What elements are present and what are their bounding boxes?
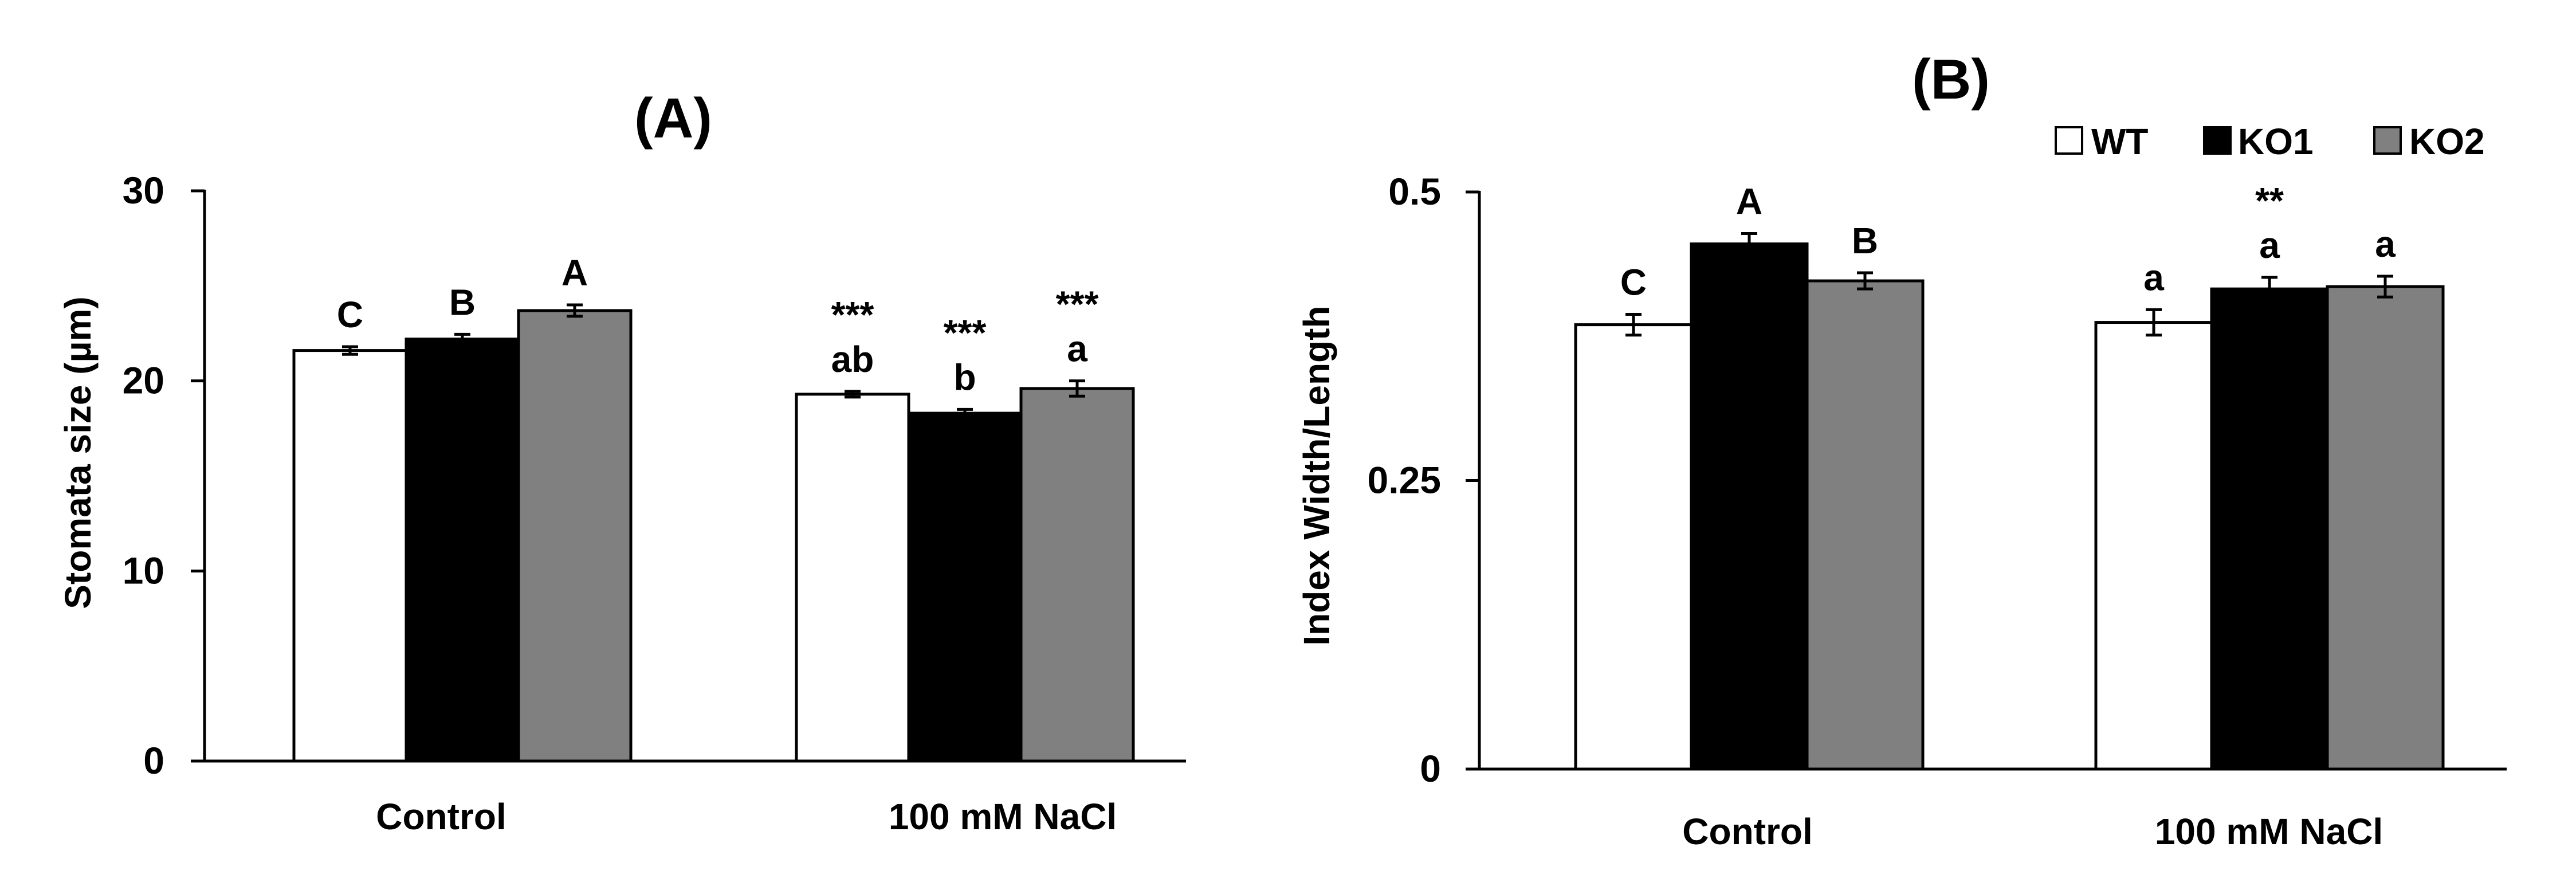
legend-swatch-ko1 [2203,126,2232,155]
legend: WT KO1 KO2 [2055,121,2485,162]
panel-b-bar-ko2-nacl [2326,285,2445,771]
panel-b-error-bar [2261,276,2277,302]
panel-b-bar-ko1-control [1690,242,1809,771]
panel-a-significance-letter: C [337,294,363,335]
panel-a-significance-stars: *** [1056,284,1099,325]
panel-b-significance-letter: a [2259,225,2280,266]
panel-b-bars [1574,242,2445,771]
legend-item-ko2: KO2 [2373,121,2485,162]
panel-b-significance-letter: a [2375,223,2396,265]
panel-b-significance-letter: a [2143,257,2164,298]
panel-a-y-tick-label: 10 [123,549,164,591]
panel-b-category-nacl: 100 mM NaCl [2155,811,2383,852]
panel-a-error-bars [342,303,1085,419]
panel-a-bar-ko2-nacl [1019,387,1135,763]
legend-swatch-wt [2055,126,2083,155]
panel-a-error-bar [957,407,973,419]
panel-a-error-bar [454,332,470,346]
panel-b-bar-ko2-control [1805,279,1925,771]
panel-b-significance-letter: C [1620,261,1647,303]
panel-b-bar-wt-control [1574,323,1693,771]
legend-item-ko1: KO1 [2203,121,2314,162]
panel-a-significance-stars: *** [944,312,987,353]
panel-a-error-bar [342,345,358,356]
panel-a-error-bar [567,303,583,318]
panel-b-bar-wt-nacl [2094,321,2213,771]
panel-a-bars [292,309,1135,763]
legend-label-ko1: KO1 [2238,121,2314,162]
panel-a-y-tick-label: 20 [123,359,164,402]
legend-label-wt: WT [2091,121,2149,162]
panel-b-significance-stars: ** [2255,180,2284,221]
panel-a-bar-wt-control [292,349,408,763]
panel-b-chart: (B) Index Width/Length 00.250.5 CABaa**a… [1296,48,2507,852]
panel-b-error-bar [1741,232,1757,256]
panel-b-y-axis-title: Index Width/Length [1296,305,1337,645]
panel-a-y-axis-title: Stomata size (µm) [57,296,99,609]
panel-b-category-control: Control [1682,811,1813,852]
panel-a-significance-letter: A [561,252,588,293]
panel-a-significance-letter: ab [831,339,874,380]
panel-b-bar-ko1-nacl [2210,287,2329,771]
panel-a-bar-ko1-control [405,338,520,763]
panel-a-bar-wt-nacl [795,393,910,763]
panel-b-error-bars [1625,232,2393,337]
panel-b-error-bar [2146,308,2162,337]
panel-b-significance-letter: B [1852,220,1878,261]
panel-b-significance-letter: A [1736,181,1762,222]
panel-a-y-ticks: 0 10 20 30 [123,169,205,782]
panel-b-y-tick-label: 0.25 [1368,459,1441,501]
panel-b-error-bar [2377,275,2393,299]
panel-b-y-ticks: 0 0.25 0.5 [1368,170,1479,790]
panel-a-error-bar [845,390,861,399]
panel-a-significance-stars: *** [831,294,874,335]
panel-b-title: (B) [1912,48,1990,111]
panel-a-significance-letter: a [1067,328,1087,370]
panel-a-category-control: Control [376,796,506,837]
panel-a-bar-ko2-control [517,309,633,763]
legend-swatch-ko2 [2373,126,2402,155]
panel-a-bar-ko1-nacl [907,411,1023,763]
panel-b-y-tick-label: 0.5 [1388,170,1441,213]
panel-a-y-tick-label: 0 [143,739,164,782]
panel-a-title: (A) [634,87,712,150]
panel-a-y-tick-label: 30 [123,169,164,211]
panel-b-y-tick-label: 0 [1420,747,1441,790]
panel-a-error-bar [1069,379,1085,398]
panel-b-error-bar [1625,312,1642,337]
legend-item-wt: WT [2055,121,2149,162]
panel-a-category-nacl: 100 mM NaCl [889,796,1117,837]
panel-a-significance-letter: b [953,356,976,398]
panel-a-significance-letter: B [449,281,476,323]
legend-label-ko2: KO2 [2409,121,2485,162]
panel-b-error-bar [1857,271,1873,291]
